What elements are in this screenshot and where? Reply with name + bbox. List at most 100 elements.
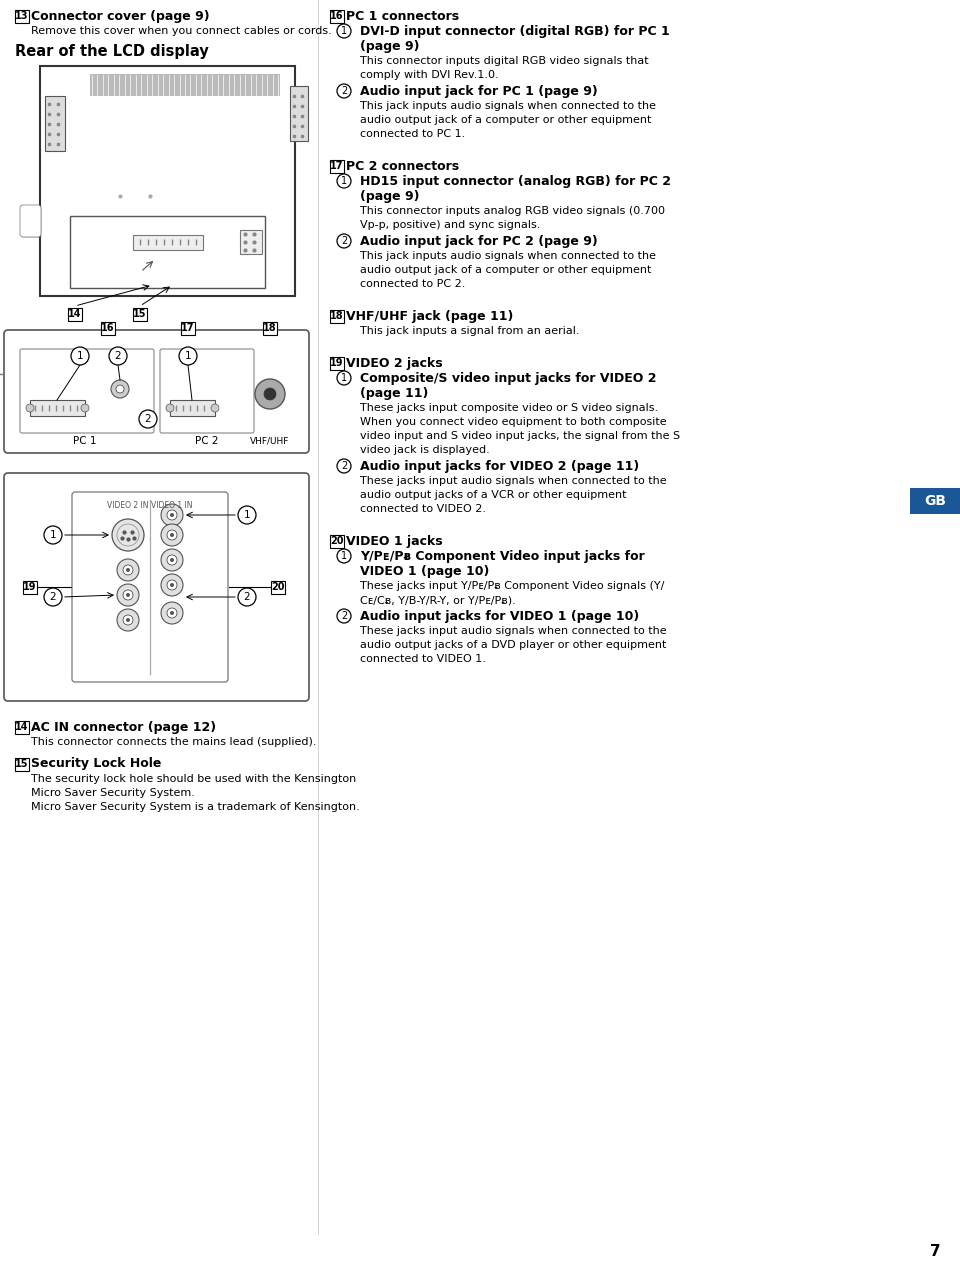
Text: These jacks input audio signals when connected to the: These jacks input audio signals when con… xyxy=(360,476,666,485)
Text: video input and S video input jacks, the signal from the S: video input and S video input jacks, the… xyxy=(360,431,680,441)
Bar xyxy=(70,217,265,288)
Text: connected to VIDEO 1.: connected to VIDEO 1. xyxy=(360,654,486,664)
Text: 7: 7 xyxy=(929,1245,940,1260)
Circle shape xyxy=(109,347,127,364)
Text: Vp-p, positive) and sync signals.: Vp-p, positive) and sync signals. xyxy=(360,220,540,231)
Circle shape xyxy=(161,603,183,624)
Text: Audio input jacks for VIDEO 1 (page 10): Audio input jacks for VIDEO 1 (page 10) xyxy=(360,609,639,623)
Circle shape xyxy=(167,580,177,590)
Bar xyxy=(22,206,40,236)
Circle shape xyxy=(337,609,351,623)
Circle shape xyxy=(123,564,133,575)
Circle shape xyxy=(161,575,183,596)
Circle shape xyxy=(161,524,183,547)
Text: Audio input jack for PC 1 (page 9): Audio input jack for PC 1 (page 9) xyxy=(360,84,598,98)
Text: This jack inputs a signal from an aerial.: This jack inputs a signal from an aerial… xyxy=(360,326,580,336)
Circle shape xyxy=(238,506,256,524)
Circle shape xyxy=(167,555,177,564)
Text: audio output jack of a computer or other equipment: audio output jack of a computer or other… xyxy=(360,115,652,125)
Text: HD15 input connector (analog RGB) for PC 2: HD15 input connector (analog RGB) for PC… xyxy=(360,175,671,187)
Text: 16: 16 xyxy=(330,11,344,20)
Bar xyxy=(40,66,295,296)
Text: 2: 2 xyxy=(341,612,348,620)
Circle shape xyxy=(161,505,183,526)
Text: Audio input jacks for VIDEO 2 (page 11): Audio input jacks for VIDEO 2 (page 11) xyxy=(360,460,639,473)
Text: 16: 16 xyxy=(101,324,115,333)
Text: 2: 2 xyxy=(244,592,251,603)
Text: 2: 2 xyxy=(50,592,57,603)
Bar xyxy=(15,758,29,771)
Text: 2: 2 xyxy=(341,87,348,96)
Text: (page 9): (page 9) xyxy=(360,39,420,52)
Text: GB: GB xyxy=(924,494,946,508)
Circle shape xyxy=(337,549,351,563)
Text: connected to VIDEO 2.: connected to VIDEO 2. xyxy=(360,505,486,513)
Text: 14: 14 xyxy=(68,310,82,318)
Text: 19: 19 xyxy=(330,358,344,368)
Circle shape xyxy=(126,592,130,598)
Text: 2: 2 xyxy=(341,236,348,246)
Text: Y/Pᴇ/Pᴃ Component Video input jacks for: Y/Pᴇ/Pᴃ Component Video input jacks for xyxy=(360,549,645,563)
Circle shape xyxy=(161,549,183,571)
Text: 2: 2 xyxy=(145,414,152,424)
FancyBboxPatch shape xyxy=(4,473,309,701)
Circle shape xyxy=(139,410,157,428)
Circle shape xyxy=(71,347,89,364)
Bar xyxy=(133,307,147,321)
Text: This jack inputs audio signals when connected to the: This jack inputs audio signals when conn… xyxy=(360,251,656,261)
Text: VIDEO 2 IN: VIDEO 2 IN xyxy=(108,501,149,510)
Text: PC 1 connectors: PC 1 connectors xyxy=(346,9,459,23)
Text: Micro Saver Security System is a trademark of Kensington.: Micro Saver Security System is a tradema… xyxy=(31,803,360,812)
Circle shape xyxy=(123,590,133,600)
Text: AC IN connector (page 12): AC IN connector (page 12) xyxy=(31,721,216,734)
Text: VIDEO 1 IN: VIDEO 1 IN xyxy=(152,501,193,510)
Text: 17: 17 xyxy=(181,324,195,333)
Circle shape xyxy=(170,583,174,587)
Text: VIDEO 1 (page 10): VIDEO 1 (page 10) xyxy=(360,564,490,577)
Circle shape xyxy=(337,84,351,98)
Bar xyxy=(263,321,277,335)
Circle shape xyxy=(170,513,174,517)
Text: 14: 14 xyxy=(15,722,29,733)
Text: PC 1: PC 1 xyxy=(73,436,97,446)
Text: Cᴇ/Cᴃ, Y/B-Y/R-Y, or Y/Pᴇ/Pᴃ).: Cᴇ/Cᴃ, Y/B-Y/R-Y, or Y/Pᴇ/Pᴃ). xyxy=(360,595,516,605)
Bar xyxy=(90,74,280,96)
Text: Connector cover (page 9): Connector cover (page 9) xyxy=(31,9,209,23)
Bar xyxy=(330,310,344,322)
Text: 13: 13 xyxy=(15,11,29,20)
Text: VIDEO 2 jacks: VIDEO 2 jacks xyxy=(346,357,443,369)
Text: This connector inputs analog RGB video signals (0.700: This connector inputs analog RGB video s… xyxy=(360,206,665,217)
Text: The security lock hole should be used with the Kensington: The security lock hole should be used wi… xyxy=(31,775,356,784)
Circle shape xyxy=(123,615,133,626)
Text: Remove this cover when you connect cables or cords.: Remove this cover when you connect cable… xyxy=(31,25,332,36)
Circle shape xyxy=(337,234,351,248)
Text: 20: 20 xyxy=(272,582,285,592)
Text: 15: 15 xyxy=(15,759,29,769)
Text: These jacks input Y/Pᴇ/Pᴃ Component Video signals (Y/: These jacks input Y/Pᴇ/Pᴃ Component Vide… xyxy=(360,581,664,591)
Bar xyxy=(68,307,82,321)
Text: 1: 1 xyxy=(341,25,348,36)
Circle shape xyxy=(116,385,124,392)
Bar xyxy=(15,9,29,23)
Bar xyxy=(45,96,65,152)
Circle shape xyxy=(211,404,219,412)
Text: This connector inputs digital RGB video signals that: This connector inputs digital RGB video … xyxy=(360,56,649,66)
Bar xyxy=(23,581,37,594)
Bar xyxy=(181,321,195,335)
Text: 1: 1 xyxy=(341,550,348,561)
Circle shape xyxy=(167,530,177,540)
Circle shape xyxy=(337,459,351,473)
Circle shape xyxy=(117,559,139,581)
Circle shape xyxy=(117,524,139,547)
FancyBboxPatch shape xyxy=(160,349,254,433)
Text: 17: 17 xyxy=(330,161,344,171)
Bar xyxy=(271,581,285,594)
Circle shape xyxy=(264,389,276,400)
Text: connected to PC 1.: connected to PC 1. xyxy=(360,129,466,139)
Text: 18: 18 xyxy=(330,311,344,321)
Text: Security Lock Hole: Security Lock Hole xyxy=(31,758,161,771)
Circle shape xyxy=(44,589,62,606)
Text: (page 9): (page 9) xyxy=(360,190,420,203)
Circle shape xyxy=(26,404,34,412)
Bar xyxy=(101,321,115,335)
